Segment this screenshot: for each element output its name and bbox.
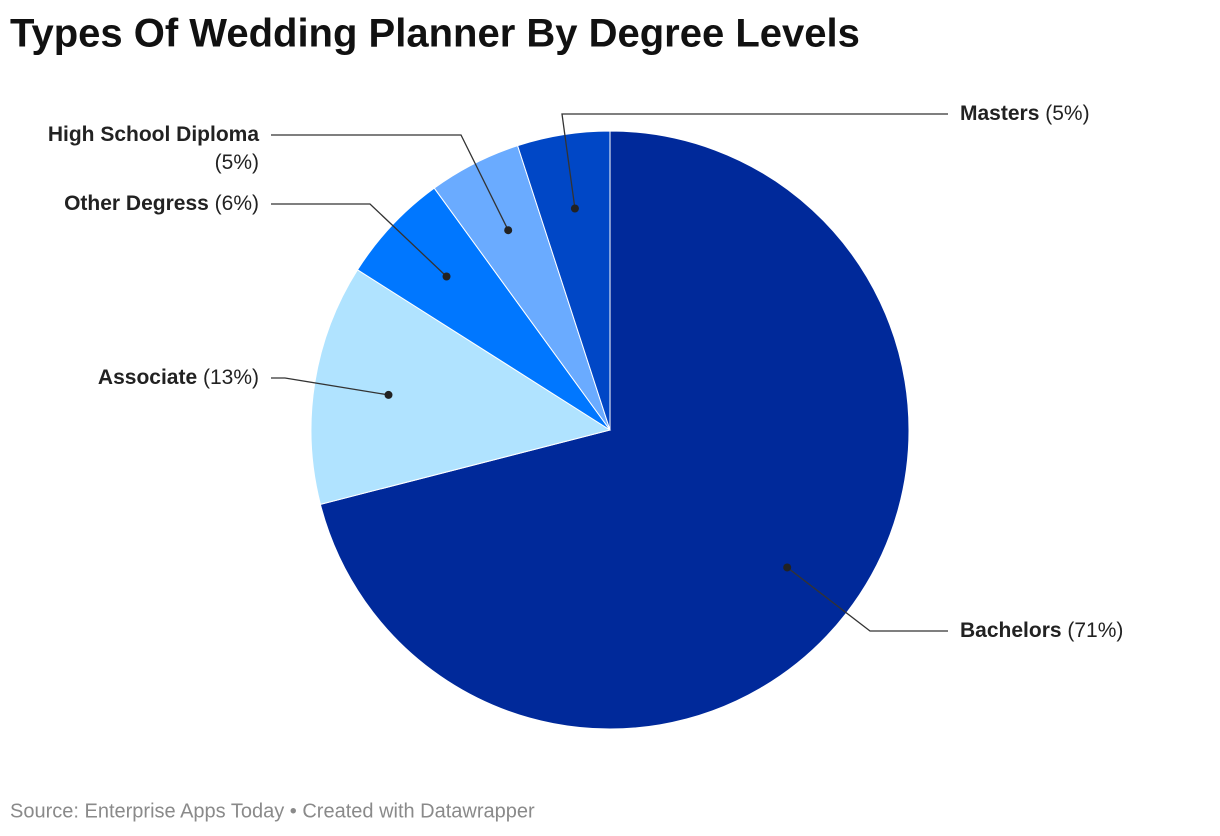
source: Source: Enterprise Apps Today • Created … [10, 800, 535, 822]
category-name: High School Diploma [48, 123, 259, 146]
data-label: Masters (5%) [960, 102, 1090, 125]
leader-line [786, 566, 948, 632]
category-name: Other Degress [64, 192, 209, 215]
pie-slice [516, 130, 611, 431]
data-label: Bachelors (71%) [960, 619, 1123, 642]
chart-title: Types Of Wedding Planner By Degree Level… [10, 12, 860, 56]
value-label: (5%) [1039, 102, 1089, 125]
value-label: (6%) [209, 192, 259, 215]
category-name: Associate [98, 366, 197, 389]
category-name: Bachelors [960, 619, 1062, 642]
value-label: (5%) [215, 151, 259, 174]
leader-line [271, 377, 389, 396]
data-label: High School Diploma (5%) [48, 123, 259, 174]
slices [310, 130, 910, 730]
leader-dot [570, 204, 579, 213]
leader-line [271, 134, 509, 231]
leader-dot [783, 563, 792, 572]
leader-line [561, 113, 948, 209]
value-label: (71%) [1062, 619, 1124, 642]
data-label: Other Degress (6%) [64, 192, 259, 215]
labels: Bachelors (71%) Associate (13%) Other Degr… [48, 102, 1124, 642]
leader-dot [442, 272, 451, 281]
value-label: (13%) [197, 366, 259, 389]
leader-dot [504, 226, 513, 235]
data-label: Associate (13%) [98, 366, 259, 389]
category-name: Masters [960, 102, 1039, 125]
leader-line [271, 203, 447, 277]
leader-dot [384, 390, 393, 399]
